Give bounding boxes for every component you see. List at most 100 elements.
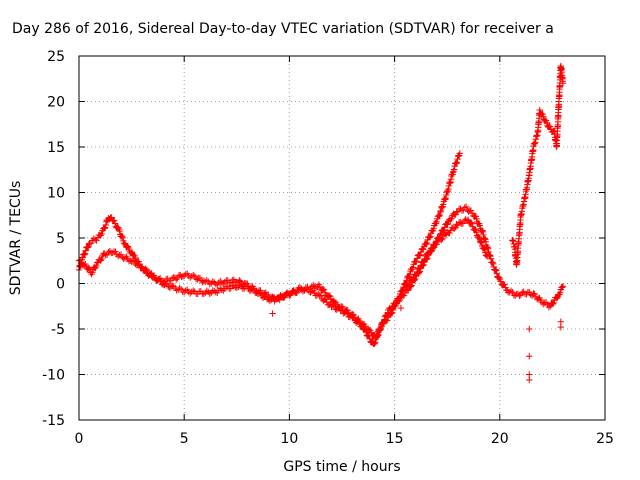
data-point bbox=[317, 292, 325, 300]
data-point bbox=[476, 222, 483, 229]
x-tick-label: 5 bbox=[180, 431, 189, 447]
data-point bbox=[200, 277, 208, 285]
y-tick-label: 15 bbox=[47, 140, 65, 156]
data-point bbox=[374, 332, 381, 340]
data-point bbox=[81, 251, 88, 258]
data-point bbox=[545, 122, 553, 130]
data-point bbox=[129, 257, 137, 264]
data-point bbox=[409, 264, 417, 271]
data-point bbox=[85, 264, 93, 272]
data-point bbox=[447, 216, 454, 224]
data-point bbox=[93, 237, 100, 244]
data-point bbox=[218, 286, 225, 294]
data-point bbox=[453, 159, 461, 166]
data-point bbox=[330, 303, 338, 310]
data-point bbox=[467, 207, 475, 214]
data-point bbox=[456, 150, 464, 157]
data-point bbox=[446, 229, 453, 237]
data-point bbox=[556, 289, 564, 296]
chart-title: Day 286 of 2016, Sidereal Day-to-day VTE… bbox=[12, 21, 554, 37]
data-point bbox=[426, 234, 433, 241]
data-point bbox=[377, 322, 385, 330]
data-point bbox=[266, 297, 274, 305]
y-tick-label: 5 bbox=[56, 231, 65, 247]
data-point bbox=[200, 290, 207, 298]
data-point bbox=[450, 166, 458, 173]
data-point bbox=[236, 281, 244, 289]
data-point bbox=[98, 230, 105, 238]
data-point bbox=[131, 257, 138, 265]
data-point bbox=[103, 251, 111, 258]
data-point bbox=[176, 284, 183, 292]
data-point bbox=[191, 272, 198, 280]
data-point bbox=[516, 292, 523, 299]
data-point bbox=[101, 225, 108, 232]
data-point bbox=[421, 255, 428, 263]
data-point bbox=[473, 215, 480, 222]
data-point bbox=[419, 259, 427, 266]
data-point bbox=[339, 303, 346, 311]
data-point bbox=[212, 280, 219, 288]
data-point bbox=[468, 220, 476, 227]
data-point bbox=[105, 248, 112, 256]
data-point bbox=[380, 319, 387, 326]
y-tick-label: -15 bbox=[42, 413, 65, 429]
data-point bbox=[443, 221, 451, 228]
data-point bbox=[142, 265, 149, 272]
x-tick-label: 15 bbox=[386, 431, 404, 447]
data-point bbox=[559, 283, 567, 290]
y-tick-label: 20 bbox=[47, 95, 65, 111]
data-point bbox=[97, 257, 104, 264]
data-point bbox=[439, 227, 447, 234]
data-point bbox=[203, 277, 210, 284]
data-point bbox=[379, 319, 387, 327]
data-point bbox=[559, 80, 567, 87]
data-point bbox=[190, 287, 197, 294]
data-point bbox=[435, 213, 443, 220]
data-point bbox=[545, 303, 553, 311]
data-point bbox=[483, 252, 490, 259]
data-point bbox=[255, 289, 263, 296]
data-point bbox=[326, 293, 334, 300]
data-point bbox=[507, 287, 515, 295]
data-point bbox=[109, 249, 116, 257]
data-point bbox=[429, 245, 437, 253]
y-tick-label: 25 bbox=[47, 49, 65, 65]
data-point bbox=[462, 203, 470, 211]
data-point bbox=[473, 229, 480, 236]
data-point bbox=[527, 291, 534, 298]
data-point bbox=[478, 239, 485, 247]
y-tick-label: -10 bbox=[42, 368, 65, 384]
data-point bbox=[416, 264, 424, 272]
data-point bbox=[433, 218, 440, 226]
data-point bbox=[362, 326, 369, 333]
x-axis-label: GPS time / hours bbox=[283, 459, 400, 475]
data-point bbox=[173, 276, 180, 283]
data-point bbox=[396, 296, 404, 304]
data-point bbox=[229, 282, 236, 290]
data-point bbox=[376, 326, 384, 334]
data-point bbox=[526, 376, 533, 384]
data-point bbox=[422, 241, 430, 248]
data-point bbox=[356, 320, 363, 327]
data-point bbox=[517, 291, 525, 299]
data-point bbox=[114, 224, 122, 231]
data-point bbox=[526, 353, 533, 360]
data-point bbox=[125, 244, 132, 252]
data-point bbox=[371, 340, 378, 347]
data-point bbox=[454, 155, 461, 163]
data-point bbox=[302, 285, 310, 292]
data-point bbox=[412, 272, 419, 279]
data-point bbox=[427, 233, 434, 240]
data-point bbox=[412, 258, 419, 265]
data-point bbox=[436, 211, 443, 219]
data-point bbox=[416, 265, 423, 272]
data-point bbox=[413, 271, 420, 278]
data-point bbox=[112, 248, 119, 255]
data-point bbox=[413, 257, 420, 265]
data-point bbox=[116, 227, 123, 235]
data-point bbox=[437, 208, 444, 216]
axis-ticks: 0 5 10 15 20 25 -15 -10 -5 0 5 10 15 20 25 bbox=[42, 49, 614, 447]
data-point bbox=[124, 243, 132, 250]
